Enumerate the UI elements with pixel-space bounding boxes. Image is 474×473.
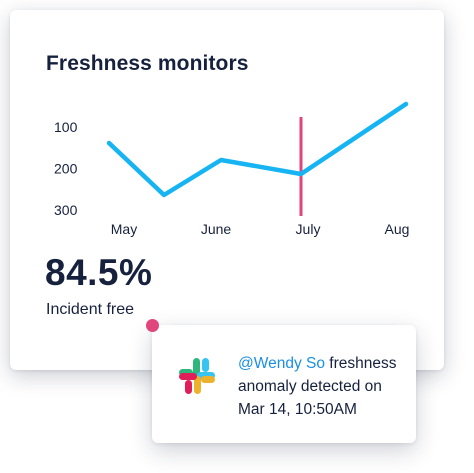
notification-body: freshness anomaly detected on Mar 14, 10… [238,355,397,418]
user-mention[interactable]: @Wendy So [238,355,325,372]
incident-free-label: Incident free [46,301,135,318]
slack-icon [179,358,215,394]
incident-free-value: 84.5% [45,252,153,293]
annotation-dot[interactable] [146,319,159,332]
slack-notification[interactable]: @Wendy So freshness anomaly detected on … [152,325,416,443]
card-title: Freshness monitors [46,52,249,75]
notification-message: @Wendy So freshness anomaly detected on … [238,352,408,421]
